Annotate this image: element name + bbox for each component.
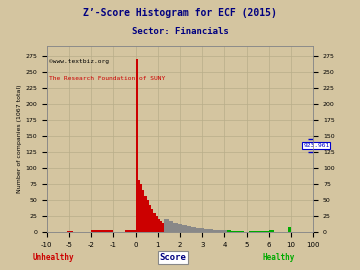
Bar	[153, 213, 156, 232]
Bar	[227, 230, 231, 232]
Bar	[151, 209, 153, 232]
Bar	[144, 196, 147, 232]
Bar	[195, 228, 200, 232]
Bar	[147, 200, 149, 232]
Bar	[165, 219, 169, 232]
Bar	[158, 219, 160, 232]
Bar	[156, 216, 158, 232]
Bar	[258, 231, 269, 232]
Bar	[182, 225, 186, 232]
Bar	[125, 230, 136, 232]
Bar	[213, 230, 218, 232]
Text: Z’-Score Histogram for ECF (2015): Z’-Score Histogram for ECF (2015)	[83, 8, 277, 18]
Bar	[169, 221, 174, 232]
Text: The Research Foundation of SUNY: The Research Foundation of SUNY	[49, 76, 166, 81]
Bar	[186, 227, 191, 232]
Bar	[138, 180, 140, 232]
Text: Healthy: Healthy	[263, 253, 295, 262]
Bar	[149, 205, 151, 232]
Bar	[200, 228, 204, 232]
Bar	[288, 227, 291, 232]
Text: ©www.textbiz.org: ©www.textbiz.org	[49, 59, 109, 64]
Bar	[218, 230, 222, 232]
Bar	[249, 231, 258, 232]
Bar	[67, 231, 73, 232]
Bar	[178, 224, 182, 232]
Y-axis label: Number of companies (1067 total): Number of companies (1067 total)	[17, 85, 22, 193]
Bar	[160, 221, 162, 232]
Bar	[269, 230, 274, 232]
Bar	[240, 231, 244, 232]
Bar	[209, 229, 213, 232]
Text: 923.961: 923.961	[303, 143, 329, 148]
Bar	[235, 231, 240, 232]
Bar	[140, 184, 142, 232]
Bar	[136, 59, 138, 232]
Bar	[142, 190, 144, 232]
Bar	[231, 231, 235, 232]
Bar	[204, 229, 209, 232]
Text: Score: Score	[159, 253, 186, 262]
Bar	[173, 222, 178, 232]
Bar	[191, 227, 195, 232]
Bar	[102, 230, 113, 232]
Bar	[222, 230, 227, 232]
Bar	[91, 230, 102, 232]
Bar	[162, 222, 165, 232]
Text: Unhealthy: Unhealthy	[32, 253, 74, 262]
Text: Sector: Financials: Sector: Financials	[132, 27, 228, 36]
